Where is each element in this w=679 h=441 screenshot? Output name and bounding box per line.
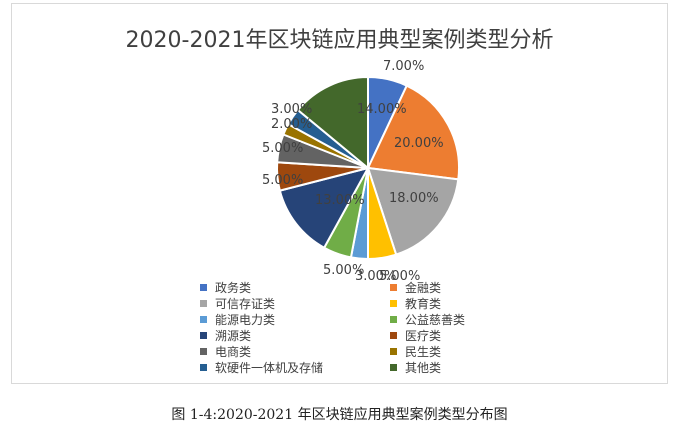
legend-swatch	[390, 364, 397, 371]
data-label-1: 7.00%	[383, 59, 424, 74]
legend-label: 能源电力类	[215, 313, 276, 327]
legend-label: 教育类	[405, 297, 442, 311]
chart-title: 2020-2021年区块链应用典型案例类型分析	[125, 28, 554, 53]
data-label-11: 3.00%	[271, 102, 312, 117]
legend-item-8: 医疗类	[390, 327, 441, 344]
pie-slice-7	[278, 166, 370, 250]
legend-item-3: 可信存证类	[200, 295, 275, 312]
legend-label: 民生类	[405, 345, 442, 359]
legend-item-1: 政务类	[200, 279, 251, 296]
legend-item-7: 溯源类	[200, 327, 251, 344]
legend-item-6: 公益慈善类	[390, 311, 465, 328]
legend-label: 电商类	[215, 345, 252, 359]
legend-swatch	[390, 284, 397, 291]
legend-item-9: 电商类	[200, 343, 251, 360]
legend-swatch	[390, 316, 397, 323]
legend-swatch	[200, 300, 207, 307]
pie-slice-2	[366, 84, 460, 181]
data-label-6: 5.00%	[323, 263, 364, 278]
legend-swatch	[200, 364, 207, 371]
legend-item-10: 民生类	[390, 343, 441, 360]
data-label-10: 2.00%	[271, 117, 312, 132]
legend-label: 医疗类	[405, 329, 442, 343]
data-label-12: 14.00%	[357, 102, 407, 117]
data-label-7: 13.00%	[315, 193, 365, 208]
legend-swatch	[200, 284, 207, 291]
legend-label: 公益慈善类	[405, 313, 466, 327]
legend-label: 其他类	[405, 361, 442, 375]
data-label-8: 5.00%	[262, 173, 303, 188]
legend-item-2: 金融类	[390, 279, 441, 296]
legend-item-11: 软硬件一体机及存储	[200, 359, 323, 376]
legend-swatch	[200, 316, 207, 323]
legend-item-12: 其他类	[390, 359, 441, 376]
pie-slice-12	[296, 75, 369, 171]
data-label-3: 18.00%	[389, 191, 439, 206]
pie-chart: 7.00%20.00%18.00%5.00%3.00%5.00%13.00%5.…	[262, 59, 460, 284]
data-label-5: 3.00%	[355, 269, 396, 284]
legend-swatch	[390, 332, 397, 339]
pie-slice-3	[366, 166, 460, 256]
legend-swatch	[200, 348, 207, 355]
data-label-4: 5.00%	[379, 269, 420, 284]
legend-item-4: 教育类	[390, 295, 441, 312]
legend-label: 金融类	[405, 281, 442, 295]
legend-label: 溯源类	[215, 329, 252, 343]
chart-area: 2020-2021年区块链应用典型案例类型分析 7.00% 20.00% 18.00…	[11, 3, 668, 384]
legend-item-5: 能源电力类	[200, 311, 275, 328]
data-label-2: 20.00%	[394, 136, 444, 151]
legend-label: 政务类	[215, 281, 252, 295]
data-label-9: 5.00%	[262, 141, 303, 156]
legend-label: 软硬件一体机及存储	[215, 361, 324, 375]
legend-swatch	[200, 332, 207, 339]
figure-caption: 图 1-4:2020-2021 年区块链应用典型案例类型分布图	[171, 407, 508, 423]
legend-swatch	[390, 300, 397, 307]
legend-swatch	[390, 348, 397, 355]
legend-label: 可信存证类	[215, 297, 276, 311]
